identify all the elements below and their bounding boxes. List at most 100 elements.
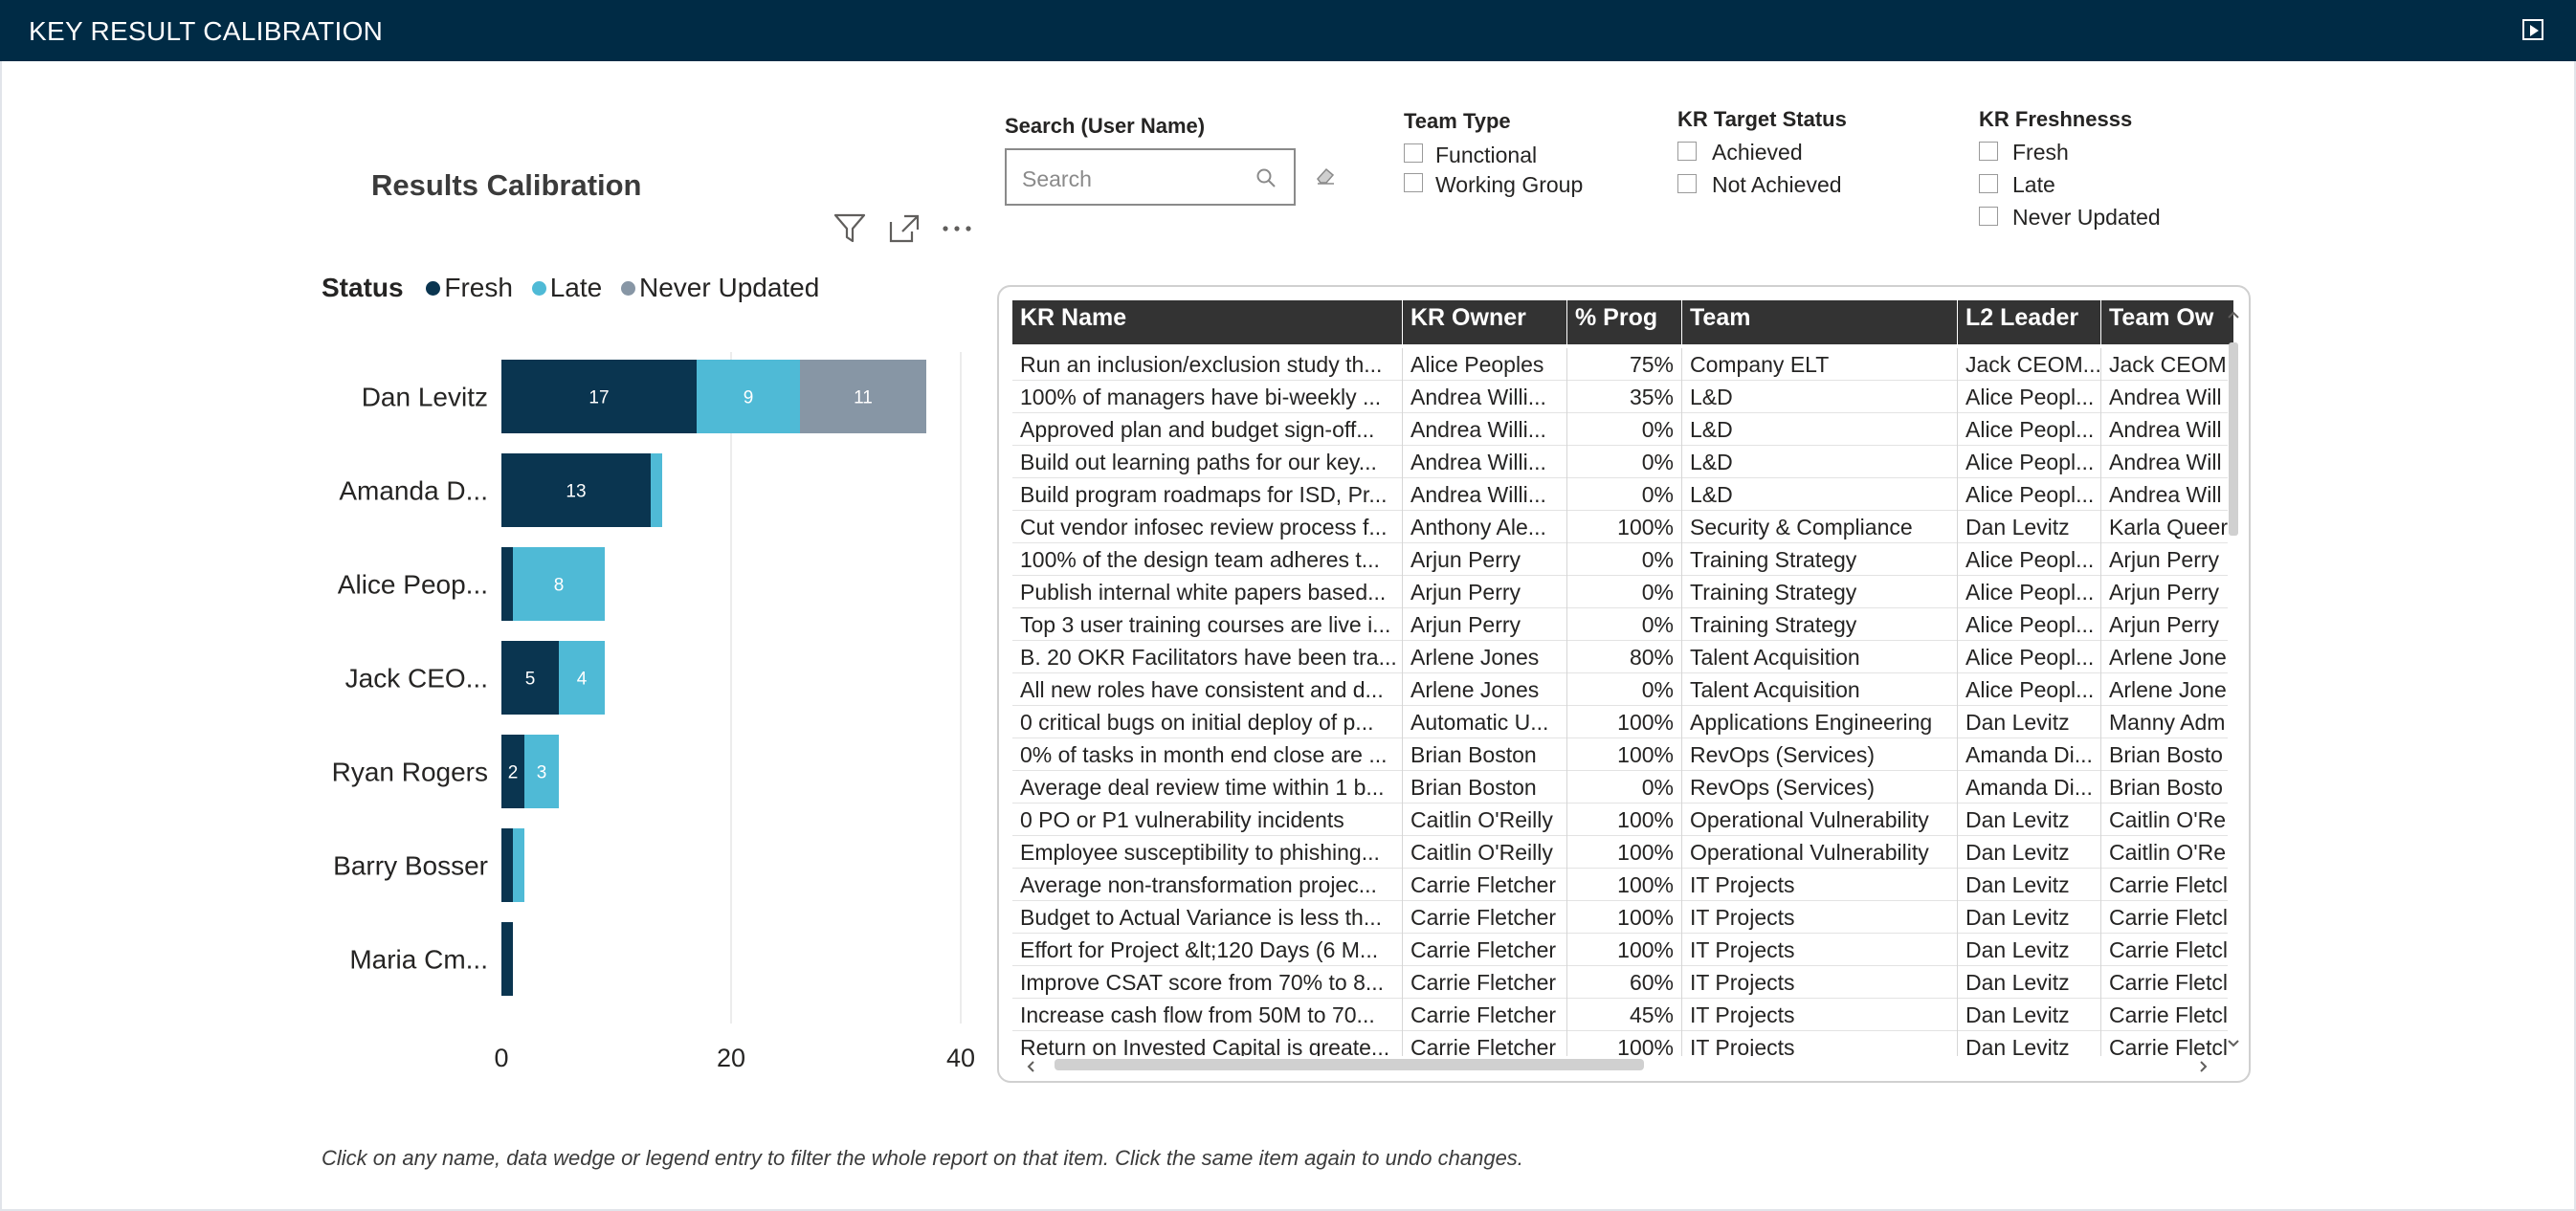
table-cell: Budget to Actual Variance is less th... — [1012, 901, 1403, 934]
checkbox-working-group[interactable] — [1404, 173, 1423, 192]
checkbox-functional[interactable] — [1404, 143, 1423, 163]
table-cell: Dan Levitz — [1958, 804, 2101, 836]
eraser-icon[interactable] — [1315, 165, 1338, 190]
table-cell: Improve CSAT score from 70% to 8... — [1012, 966, 1403, 999]
focus-mode-icon[interactable] — [887, 212, 922, 245]
table-cell: Average deal review time within 1 b... — [1012, 771, 1403, 804]
legend-label: Never Updated — [639, 273, 820, 302]
bar-segment-late[interactable] — [651, 453, 662, 527]
table-row[interactable]: 0 critical bugs on initial deploy of p..… — [1012, 706, 2228, 738]
bar-segment-fresh[interactable] — [501, 735, 524, 808]
table-cell: Alice Peopl... — [1958, 446, 2101, 478]
bar-segment-never-updated[interactable] — [800, 360, 926, 433]
checkbox-achieved[interactable] — [1677, 142, 1697, 161]
more-options-icon[interactable] — [940, 212, 974, 245]
scroll-down-icon[interactable] — [2227, 1033, 2240, 1053]
bar-segment-late[interactable] — [513, 828, 524, 902]
category-label[interactable]: Barry Bosser — [333, 851, 488, 881]
table-row[interactable]: B. 20 OKR Facilitators have been tra... A… — [1012, 641, 2228, 673]
category-label[interactable]: Dan Levitz — [362, 383, 488, 412]
column-header-team-owner[interactable]: Team Ow — [2109, 304, 2214, 331]
bar-segment-late[interactable] — [524, 735, 559, 808]
bar-segment-fresh[interactable] — [501, 360, 697, 433]
expand-panel-icon[interactable] — [2522, 19, 2543, 40]
horizontal-scrollbar-thumb[interactable] — [1055, 1059, 1644, 1070]
legend-title: Status — [322, 273, 404, 302]
scroll-up-icon[interactable] — [2227, 304, 2240, 324]
filter-icon[interactable] — [833, 212, 867, 245]
legend-item-late[interactable]: Late — [526, 273, 602, 302]
table-row[interactable]: Build out learning paths for our key... A… — [1012, 446, 2228, 478]
table-row[interactable]: Publish internal white papers based... Ar… — [1012, 576, 2228, 608]
table-cell: Talent Acquisition — [1682, 641, 1958, 673]
option-label-functional: Functional — [1435, 143, 1538, 167]
column-header-team[interactable]: Team — [1682, 300, 1958, 344]
category-label[interactable]: Alice Peop... — [338, 570, 488, 600]
search-box — [1005, 148, 1296, 206]
search-input[interactable] — [1020, 164, 1244, 194]
checkbox-not-achieved[interactable] — [1677, 174, 1697, 193]
category-label[interactable]: Jack CEO... — [345, 664, 488, 694]
bar-segment-fresh[interactable] — [501, 453, 651, 527]
table-row[interactable]: Effort for Project &lt;120 Days (6 M... C… — [1012, 934, 2228, 966]
bar-segment-fresh[interactable] — [501, 641, 559, 715]
bar-segment-fresh[interactable] — [501, 922, 513, 996]
column-header-progress[interactable]: % Prog — [1567, 300, 1682, 344]
data-label: 11 — [854, 388, 873, 408]
table-row[interactable]: Build program roadmaps for ISD, Pr... And… — [1012, 478, 2228, 511]
category-label[interactable]: Ryan Rogers — [332, 758, 488, 787]
bar-segment-fresh[interactable] — [501, 828, 513, 902]
table-row[interactable]: Approved plan and budget sign-off... Andr… — [1012, 413, 2228, 446]
option-label-not-achieved: Not Achieved — [1712, 172, 1842, 197]
table-row[interactable]: Budget to Actual Variance is less th... C… — [1012, 901, 2228, 934]
table-row[interactable]: Average non-transformation projec... Carr… — [1012, 869, 2228, 901]
column-header-kr-owner[interactable]: KR Owner — [1403, 300, 1567, 344]
column-header-kr-name[interactable]: KR Name — [1012, 300, 1403, 344]
table-cell: 100% — [1567, 901, 1682, 934]
checkbox-late[interactable] — [1979, 174, 1998, 193]
table-cell: 0% — [1567, 478, 1682, 511]
legend-item-never-updated[interactable]: Never Updated — [615, 273, 819, 302]
table-row[interactable]: Top 3 user training courses are live i..… — [1012, 608, 2228, 641]
table-row[interactable]: Cut vendor infosec review process f... An… — [1012, 511, 2228, 543]
search-icon[interactable] — [1255, 167, 1277, 193]
x-tick-label: 40 — [946, 1044, 975, 1072]
category-label[interactable]: Amanda D... — [339, 476, 488, 506]
table-row[interactable]: Increase cash flow from 50M to 70... Carr… — [1012, 999, 2228, 1031]
bar-segment-fresh[interactable] — [501, 547, 513, 621]
table-cell: Alice Peopl... — [1958, 608, 2101, 641]
checkbox-never-updated[interactable] — [1979, 207, 1998, 226]
kr-target-status-slicer-label: KR Target Status — [1677, 107, 1847, 131]
scroll-right-icon[interactable] — [2199, 1058, 2209, 1078]
column-header-label: KR Owner — [1410, 304, 1526, 331]
table-row[interactable]: 100% of managers have bi-weekly ... Andre… — [1012, 381, 2228, 413]
checkbox-fresh[interactable] — [1979, 142, 1998, 161]
table-row[interactable]: All new roles have consistent and d... Ar… — [1012, 673, 2228, 706]
bar-segment-late[interactable] — [559, 641, 605, 715]
bar-segment-late[interactable] — [513, 547, 605, 621]
scroll-left-icon[interactable] — [1026, 1058, 1035, 1078]
table-cell: Andrea Will — [2109, 450, 2222, 474]
table-row[interactable]: 0% of tasks in month end close are ... Br… — [1012, 738, 2228, 771]
table-row[interactable]: 100% of the design team adheres t... Arju… — [1012, 543, 2228, 576]
table-cell: L&D — [1682, 446, 1958, 478]
table-cell: 0 critical bugs on initial deploy of p..… — [1012, 706, 1403, 738]
column-header-l2-leader[interactable]: L2 Leader — [1958, 300, 2101, 344]
bar-segment-late[interactable] — [697, 360, 800, 433]
table-cell: Dan Levitz — [1958, 966, 2101, 999]
table-cell: L&D — [1682, 413, 1958, 446]
table-row[interactable]: Return on Invested Capital is greate... C… — [1012, 1031, 2228, 1056]
table-cell: 75% — [1567, 348, 1682, 381]
report-frame — [0, 61, 2576, 1211]
table-row[interactable]: Employee susceptibility to phishing... Ca… — [1012, 836, 2228, 869]
table-row[interactable]: Average deal review time within 1 b... Br… — [1012, 771, 2228, 804]
table-row[interactable]: Improve CSAT score from 70% to 8... Carri… — [1012, 966, 2228, 999]
category-label[interactable]: Maria Cm... — [349, 945, 488, 975]
legend-dot-icon — [531, 280, 546, 296]
table-cell: IT Projects — [1682, 901, 1958, 934]
table-row[interactable]: 0 PO or P1 vulnerability incidents Caitli… — [1012, 804, 2228, 836]
table-row[interactable]: Run an inclusion/exclusion study th... Al… — [1012, 348, 2228, 381]
vertical-scrollbar-thumb[interactable] — [2229, 342, 2238, 536]
table-cell: Alice Peopl... — [1958, 673, 2101, 706]
legend-item-fresh[interactable]: Fresh — [420, 273, 513, 302]
